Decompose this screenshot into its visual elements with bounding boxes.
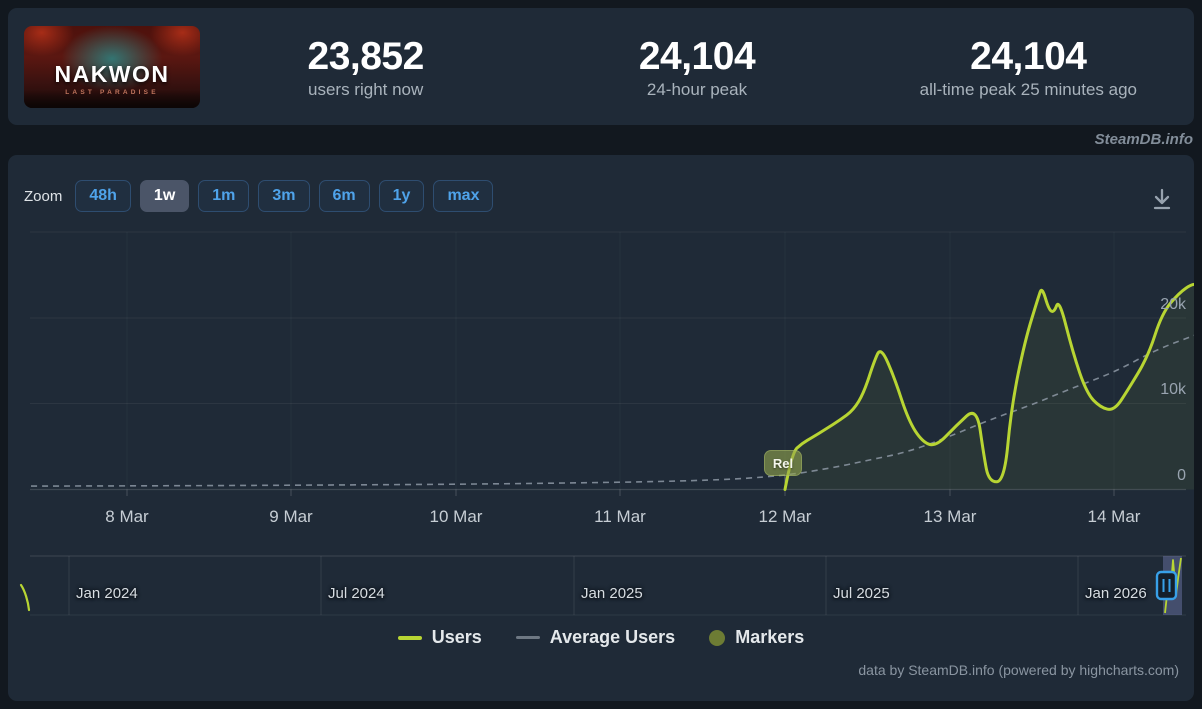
users-line-swatch <box>397 635 422 640</box>
zoom-button-6m[interactable]: 6m <box>318 180 370 212</box>
zoom-button-1y[interactable]: 1y <box>378 180 425 212</box>
header-panel: NAKWON LAST PARADISE 23,852 users right … <box>8 8 1194 125</box>
stat-24h-peak: 24,104 24-hour peak <box>531 37 862 98</box>
x-axis-label: 13 Mar <box>923 507 977 526</box>
zoom-button-1m[interactable]: 1m <box>198 180 250 212</box>
zoom-button-1w[interactable]: 1w <box>139 180 190 212</box>
stat-value: 24,104 <box>970 35 1087 78</box>
legend-item-markers[interactable]: Markers <box>709 627 804 648</box>
stat-value: 23,852 <box>307 35 425 78</box>
average-users-line <box>30 334 1194 487</box>
x-axis-label: 11 Mar <box>594 507 646 526</box>
chart-credits: data by SteamDB.info (powered by highcha… <box>858 662 1179 678</box>
game-banner[interactable]: NAKWON LAST PARADISE <box>24 25 200 108</box>
legend-item-users[interactable]: Users <box>397 627 482 648</box>
steamdb-watermark: SteamDB.info <box>1094 131 1193 148</box>
legend-label: Users <box>431 627 482 647</box>
zoom-button-3m[interactable]: 3m <box>258 180 310 212</box>
x-gridlines <box>126 489 1115 496</box>
users-line <box>783 282 1194 491</box>
stat-label: 24-hour peak <box>646 80 748 99</box>
navigator[interactable] <box>19 555 1186 616</box>
navigator-mini-line-left <box>19 583 31 612</box>
zoom-toolbar: Zoom 48h 1w 1m 3m 6m 1y max <box>24 180 494 212</box>
zoom-label: Zoom <box>24 187 63 205</box>
users-chart-plot[interactable] <box>8 155 1194 701</box>
stat-label: users right now <box>308 80 424 99</box>
legend-label: Average Users <box>549 627 676 647</box>
chart-legend: Users Average Users Markers <box>8 627 1194 648</box>
download-icon[interactable] <box>1148 185 1176 213</box>
stat-all-time-peak: 24,104 all-time peak 25 minutes ago <box>863 37 1194 98</box>
game-subtitle: LAST PARADISE <box>65 88 159 96</box>
y-axis-label-20k: 20k <box>1160 296 1186 313</box>
average-users-line-swatch <box>515 636 540 639</box>
users-area-fill <box>785 284 1194 490</box>
y-axis-label-10k: 10k <box>1160 381 1186 398</box>
navigator-label: Jul 2024 <box>328 585 385 602</box>
navigator-handle[interactable] <box>1155 570 1178 601</box>
x-axis-label: 10 Mar <box>429 507 483 526</box>
legend-item-average-users[interactable]: Average Users <box>515 627 676 648</box>
game-title: NAKWON <box>54 60 170 87</box>
zoom-button-max[interactable]: max <box>433 180 494 212</box>
x-axis-label: 14 Mar <box>1087 507 1141 526</box>
y-axis-label-0: 0 <box>1177 467 1186 484</box>
chart-panel: Zoom 48h 1w 1m 3m 6m 1y max 20k 10k 0 8 … <box>8 155 1194 701</box>
navigator-label: Jan 2026 <box>1085 585 1147 602</box>
stat-label: all-time peak 25 minutes ago <box>919 80 1137 99</box>
legend-label: Markers <box>735 627 805 647</box>
markers-dot-swatch <box>709 629 726 646</box>
x-axis-label: 8 Mar <box>105 507 149 526</box>
x-axis-label: 12 Mar <box>758 507 812 526</box>
navigator-label: Jul 2025 <box>833 585 890 602</box>
stat-users-right-now: 23,852 users right now <box>200 37 531 98</box>
x-axis-label: 9 Mar <box>269 507 313 526</box>
y-gridlines <box>30 231 1186 491</box>
navigator-label: Jan 2024 <box>76 585 138 602</box>
stat-value: 24,104 <box>638 35 756 78</box>
navigator-label: Jan 2025 <box>581 585 643 602</box>
release-marker-badge[interactable]: Rel <box>764 450 802 476</box>
zoom-button-48h[interactable]: 48h <box>75 180 131 212</box>
